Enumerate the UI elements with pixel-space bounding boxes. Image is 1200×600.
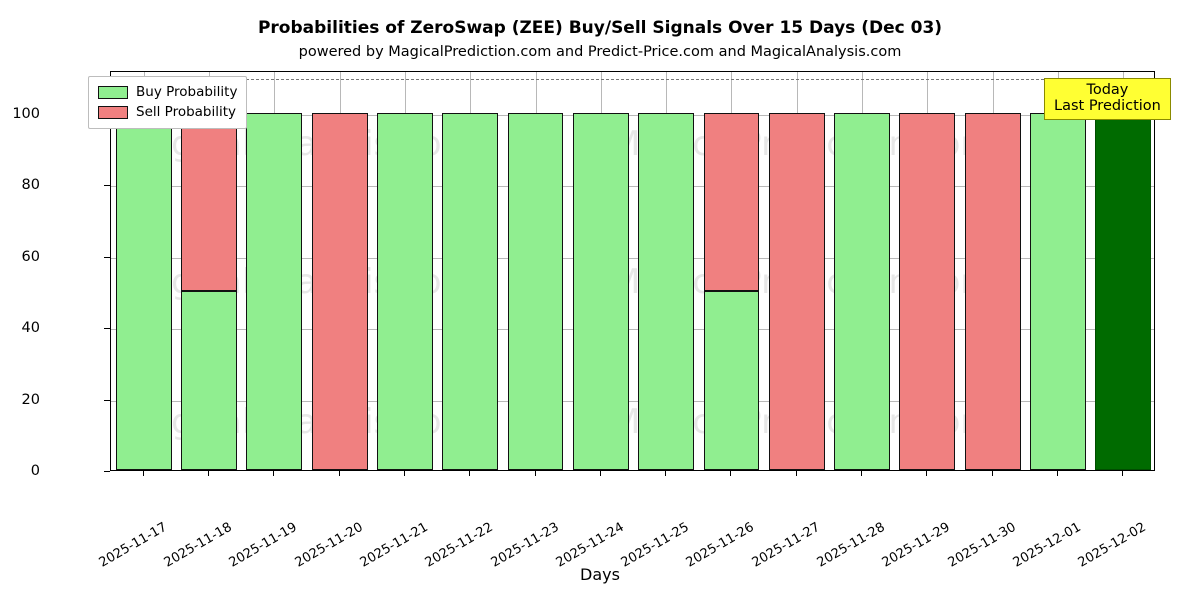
bar-segment-sell[interactable] — [703, 112, 760, 292]
x-tick-label: 2025-11-21 — [357, 519, 431, 571]
bar-group[interactable] — [115, 72, 172, 470]
bar-group[interactable] — [376, 72, 433, 470]
gridline-horizontal — [111, 114, 1154, 116]
bar-group[interactable] — [507, 72, 564, 470]
bar-group[interactable] — [442, 72, 499, 470]
gridline-horizontal — [111, 257, 1154, 259]
x-tick-label: 2025-11-19 — [226, 519, 300, 571]
x-tick-label: 2025-11-27 — [749, 519, 823, 571]
bar-segment-buy[interactable] — [442, 112, 499, 470]
x-axis-title: Days — [580, 565, 620, 584]
x-tick-label: 2025-11-17 — [96, 519, 170, 571]
bar-group[interactable] — [181, 72, 237, 470]
bar-segment-buy[interactable] — [115, 112, 172, 470]
threshold-line — [111, 79, 1154, 81]
x-tick-label: 2025-11-26 — [684, 519, 758, 571]
x-tick-mark — [730, 471, 732, 476]
x-tick-label: 2025-11-18 — [161, 519, 235, 571]
bar-segment-sell[interactable] — [311, 112, 368, 470]
bar-group[interactable] — [1095, 72, 1152, 470]
x-tick-mark — [1057, 471, 1059, 476]
bar-segment-sell[interactable] — [181, 112, 237, 292]
today-annotation-line2: Last Prediction — [1054, 98, 1161, 115]
x-tick-mark — [403, 471, 405, 476]
bar-group[interactable] — [964, 72, 1021, 470]
y-tick-mark — [104, 328, 110, 330]
y-tick-label: 20 — [21, 391, 40, 408]
x-tick-label: 2025-11-25 — [618, 519, 692, 571]
chart-title: Probabilities of ZeroSwap (ZEE) Buy/Sell… — [257, 18, 943, 38]
bar-group[interactable] — [572, 72, 629, 470]
x-tick-mark — [1122, 471, 1124, 476]
x-tick-mark — [665, 471, 667, 476]
x-tick-label: 2025-11-24 — [553, 519, 627, 571]
y-tick-mark — [104, 185, 110, 187]
today-annotation-line1: Today — [1086, 82, 1129, 98]
bar-group[interactable] — [899, 72, 956, 470]
x-tick-label: 2025-11-28 — [814, 519, 888, 571]
x-tick-label: 2025-12-02 — [1076, 519, 1149, 571]
x-tick-mark — [861, 471, 863, 476]
plot-area: MagicalAnalysis.comMagicalPrediction.com… — [110, 71, 1155, 471]
x-tick-mark — [142, 471, 144, 476]
x-tick-label: 2025-11-29 — [880, 519, 954, 571]
legend-item[interactable]: Sell Probability — [98, 102, 237, 122]
x-tick-mark — [273, 471, 275, 476]
x-tick-label: 2025-11-30 — [945, 519, 1019, 571]
x-tick-label: 2025-11-23 — [488, 519, 562, 571]
chart-subtitle: powered by MagicalPrediction.com and Pre… — [298, 44, 902, 60]
x-tick-mark — [991, 471, 993, 476]
bar-group[interactable] — [834, 72, 890, 470]
y-tick-mark — [104, 471, 110, 472]
bar-segment-sell[interactable] — [964, 112, 1021, 470]
y-tick-mark — [104, 256, 110, 258]
legend-label: Sell Probability — [136, 104, 237, 120]
today-annotation: Today Last Prediction — [1044, 78, 1171, 121]
bar-group[interactable] — [1030, 72, 1086, 470]
x-tick-mark — [338, 471, 340, 476]
legend-swatch — [98, 85, 128, 99]
bar-segment-buy[interactable] — [572, 112, 629, 470]
x-tick-mark — [795, 471, 797, 476]
x-tick-mark — [207, 471, 209, 476]
gridline-horizontal — [111, 186, 1154, 188]
y-tick-label: 80 — [21, 177, 40, 194]
bar-segment-buy[interactable] — [181, 291, 237, 470]
y-tick-label: 40 — [21, 320, 40, 337]
x-tick-label: 2025-12-01 — [1010, 519, 1084, 571]
bar-segment-today[interactable] — [1095, 112, 1152, 470]
y-tick-label: 60 — [21, 248, 40, 265]
gridline-horizontal — [111, 400, 1154, 402]
chart-legend: Buy Probability Sell Probability — [88, 76, 248, 129]
bar-segment-sell[interactable] — [768, 112, 825, 470]
y-tick-mark — [104, 399, 110, 401]
bar-segment-buy[interactable] — [638, 112, 695, 470]
bar-segment-buy[interactable] — [507, 112, 564, 470]
bar-group[interactable] — [311, 72, 368, 470]
y-tick-label: 100 — [12, 105, 40, 122]
gridline-horizontal — [111, 329, 1154, 331]
legend-label: Buy Probability — [136, 84, 238, 100]
legend-item[interactable]: Buy Probability — [98, 82, 237, 102]
x-tick-label: 2025-11-22 — [422, 519, 496, 571]
bar-segment-buy[interactable] — [1030, 112, 1086, 470]
bar-segment-buy[interactable] — [376, 112, 433, 470]
bar-segment-buy[interactable] — [834, 112, 890, 470]
bar-group[interactable] — [768, 72, 825, 470]
bar-group[interactable] — [638, 72, 695, 470]
x-tick-mark — [926, 471, 928, 476]
y-tick-label: 0 — [30, 463, 40, 479]
x-tick-mark — [599, 471, 601, 476]
x-tick-mark — [534, 471, 536, 476]
x-tick-mark — [469, 471, 471, 476]
bar-segment-buy[interactable] — [246, 112, 303, 470]
x-tick-label: 2025-11-20 — [292, 519, 366, 571]
bar-segment-buy[interactable] — [703, 291, 760, 470]
bar-group[interactable] — [703, 72, 760, 470]
bar-segment-sell[interactable] — [899, 112, 956, 470]
bar-group[interactable] — [246, 72, 303, 470]
legend-swatch — [98, 105, 128, 119]
